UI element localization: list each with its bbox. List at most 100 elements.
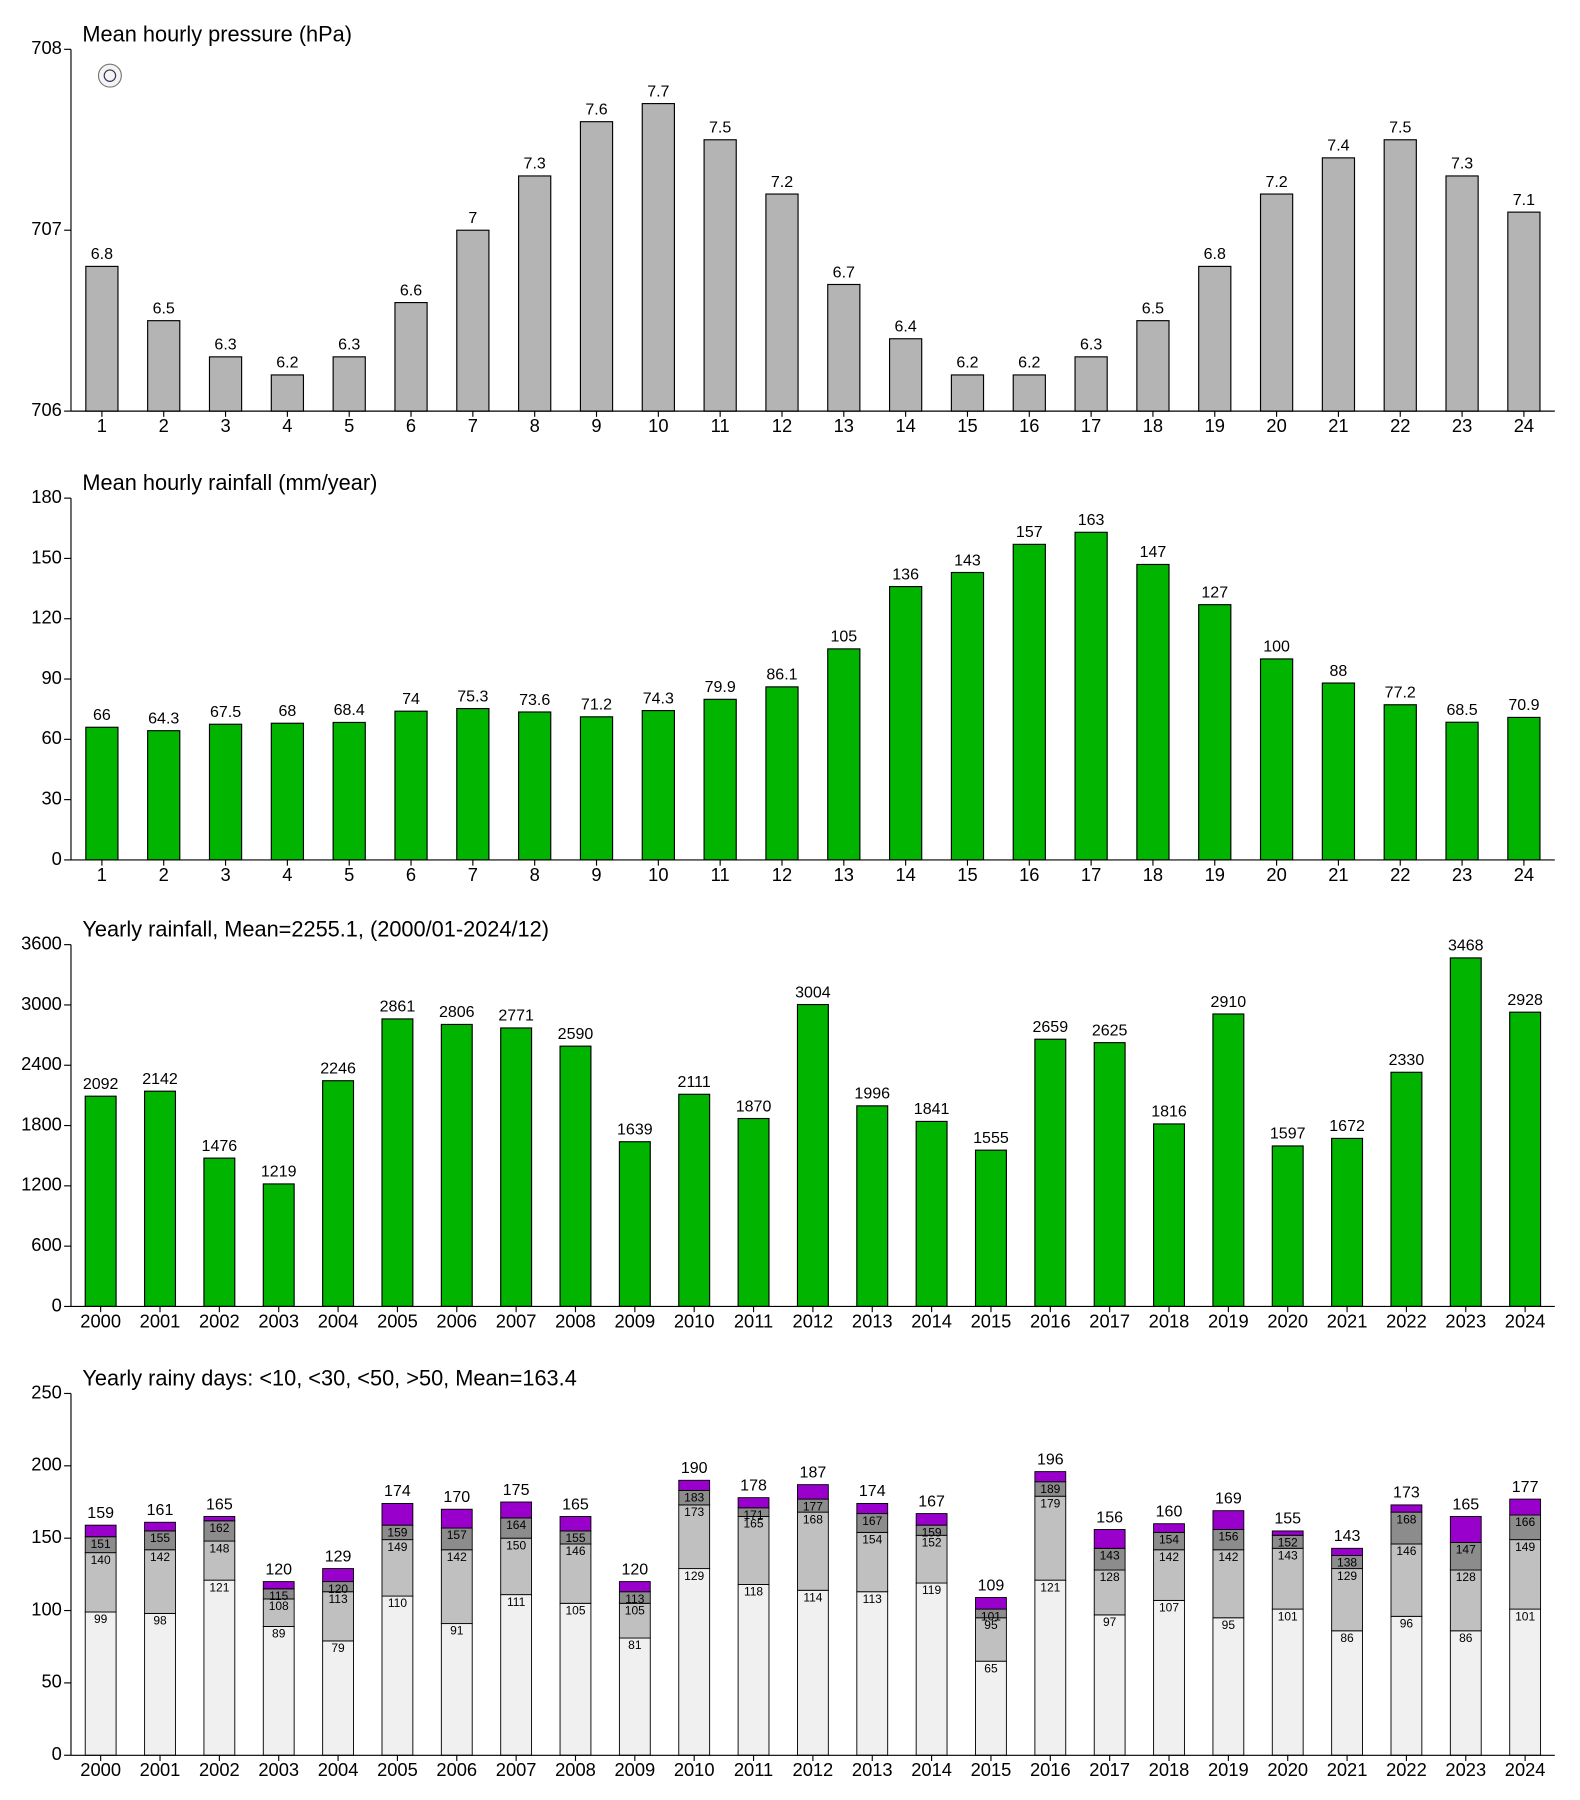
x-tick-label: 2018 xyxy=(1149,1759,1190,1780)
x-tick-label: 14 xyxy=(895,864,915,885)
x-tick-label: 14 xyxy=(895,415,915,436)
segment-label: 173 xyxy=(684,1505,704,1519)
x-tick-label: 2008 xyxy=(555,1310,596,1331)
bar xyxy=(1259,193,1294,412)
segment-label: 101 xyxy=(1515,1609,1535,1623)
y-tick-label: 3000 xyxy=(21,993,62,1014)
x-tick-label: 18 xyxy=(1143,415,1163,436)
bar-segment xyxy=(1212,1549,1245,1619)
segment-label: 95 xyxy=(984,1618,998,1632)
bar-segment xyxy=(1390,1615,1423,1756)
segment-label: 167 xyxy=(862,1514,882,1528)
x-tick-label: 2007 xyxy=(496,1759,537,1780)
x-tick-label: 2003 xyxy=(258,1759,299,1780)
bar-segment xyxy=(915,1534,948,1584)
x-tick-label: 2021 xyxy=(1327,1759,1368,1780)
x-tick-label: 4 xyxy=(282,864,292,885)
bar xyxy=(394,302,428,412)
x-tick-label: 1 xyxy=(97,415,107,436)
total-label: 120 xyxy=(265,1560,292,1578)
value-label: 70.9 xyxy=(1508,696,1539,714)
bar-segment xyxy=(856,1502,889,1515)
segment-label: 179 xyxy=(1040,1496,1060,1510)
segment-label: 162 xyxy=(209,1521,229,1535)
bar xyxy=(147,730,181,861)
value-label: 2111 xyxy=(678,1073,711,1091)
y-tick-label: 30 xyxy=(41,787,61,808)
x-tick-label: 8 xyxy=(530,864,540,885)
bar-segment xyxy=(262,1598,295,1627)
bar-segment xyxy=(1509,1608,1542,1756)
bar-segment xyxy=(797,1589,829,1756)
x-tick-label: 2002 xyxy=(199,1310,240,1331)
segment-label: 101 xyxy=(981,1609,1001,1623)
value-label: 2625 xyxy=(1092,1021,1128,1039)
bar xyxy=(765,193,799,412)
bar-segment xyxy=(1449,1569,1482,1632)
bar xyxy=(203,1157,236,1308)
value-label: 2910 xyxy=(1211,993,1247,1011)
segment-label: 146 xyxy=(1396,1544,1416,1558)
value-label: 7.7 xyxy=(647,82,669,100)
bar-segment xyxy=(1390,1543,1423,1617)
segment-label: 142 xyxy=(447,1550,467,1564)
y-tick-label: 3600 xyxy=(21,932,62,953)
segment-label: 152 xyxy=(1278,1535,1298,1549)
bar-segment xyxy=(559,1602,592,1756)
bar-segment xyxy=(500,1594,533,1756)
x-tick-label: 23 xyxy=(1452,415,1472,436)
x-tick-label: 2006 xyxy=(436,1759,477,1780)
value-label: 7.6 xyxy=(585,100,607,118)
segment-label: 155 xyxy=(565,1531,585,1545)
y-tick-label: 1800 xyxy=(21,1113,62,1134)
value-label: 1816 xyxy=(1151,1103,1187,1121)
total-label: 129 xyxy=(325,1547,352,1565)
x-tick-label: 2020 xyxy=(1267,1759,1308,1780)
x-tick-label: 15 xyxy=(957,415,977,436)
bar-segment xyxy=(797,1511,829,1591)
bar xyxy=(1074,356,1108,412)
bar-segment xyxy=(1331,1630,1363,1756)
bar-segment xyxy=(1271,1608,1304,1756)
bar-segment xyxy=(1034,1471,1067,1483)
bar xyxy=(1445,721,1479,861)
segment-label: 128 xyxy=(1100,1570,1120,1584)
bar xyxy=(1198,604,1232,861)
value-label: 6.8 xyxy=(91,245,113,263)
segment-label: 110 xyxy=(388,1596,407,1610)
bar-segment xyxy=(1390,1504,1423,1513)
bar xyxy=(641,710,675,861)
total-label: 174 xyxy=(384,1482,411,1500)
value-label: 2246 xyxy=(320,1060,356,1078)
segment-label: 155 xyxy=(150,1531,170,1545)
x-tick-label: 17 xyxy=(1081,415,1101,436)
chart-title: Mean hourly pressure (hPa) xyxy=(82,21,352,46)
value-label: 2092 xyxy=(83,1075,119,1093)
y-tick-label: 250 xyxy=(31,1381,62,1402)
bar xyxy=(579,121,614,412)
x-tick-label: 2013 xyxy=(852,1759,893,1780)
segment-label: 149 xyxy=(1515,1540,1535,1554)
x-tick-label: 2021 xyxy=(1327,1310,1368,1331)
value-label: 1555 xyxy=(973,1129,1009,1147)
bar-segment xyxy=(559,1543,592,1604)
value-label: 6.3 xyxy=(214,336,236,354)
y-tick-label: 0 xyxy=(52,848,62,869)
y-tick-label: 150 xyxy=(31,1526,62,1547)
value-label: 1219 xyxy=(261,1163,297,1181)
value-label: 100 xyxy=(1263,638,1290,656)
value-label: 6.4 xyxy=(895,318,917,336)
bar xyxy=(500,1027,533,1308)
y-tick-label: 150 xyxy=(31,546,62,567)
x-tick-label: 6 xyxy=(406,864,416,885)
value-label: 2771 xyxy=(498,1007,534,1025)
value-label: 68.4 xyxy=(334,701,365,719)
value-label: 1672 xyxy=(1329,1117,1365,1135)
value-label: 7.5 xyxy=(709,119,731,137)
bar xyxy=(1074,531,1108,861)
value-label: 67.5 xyxy=(210,703,241,721)
y-tick-label: 706 xyxy=(31,399,62,420)
segment-label: 159 xyxy=(387,1525,407,1539)
segment-label: 107 xyxy=(1159,1601,1179,1615)
x-tick-label: 2023 xyxy=(1445,1310,1486,1331)
